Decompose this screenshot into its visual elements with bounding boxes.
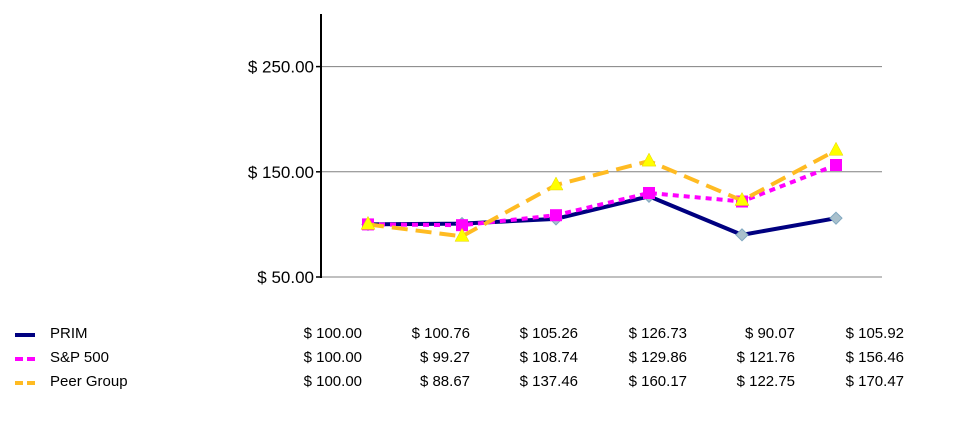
data-point [829,211,843,225]
data-label: $ 100.00 [303,349,362,366]
data-label: $ 121.76 [736,349,795,366]
line-chart: $ 50.00 $ 150.00 $ 250.00 [248,14,882,287]
legend-label: PRIM [50,325,88,342]
data-label: $ 99.27 [419,349,470,366]
series-peer-group [360,141,844,242]
data-label: $ 105.26 [519,325,578,342]
data-label: $ 156.46 [845,349,904,366]
legend-row: Peer Group $ 100.00 $ 88.67 $ 137.46 $ 160.1… [0,370,972,394]
data-label: $ 90.07 [744,325,795,342]
y-axis-ticks: $ 50.00 $ 150.00 $ 250.00 [248,58,321,287]
series-prim [361,189,843,242]
legend-key [15,333,35,337]
data-label: $ 129.86 [628,349,687,366]
series-line [367,163,837,228]
y-tick-label: $ 50.00 [257,268,314,287]
data-label: $ 100.00 [303,373,362,390]
legend-row: PRIM $ 100.00 $ 100.76 $ 105.26 $ 126.73 $ 90… [0,322,972,346]
data-point [641,152,657,167]
legend-key [15,381,35,385]
series-line [367,194,837,237]
data-point [734,191,750,206]
legend-label: Peer Group [50,373,128,390]
series-layer [360,141,844,242]
data-point [643,186,655,199]
data-label: $ 100.76 [411,325,470,342]
data-label: $ 170.47 [845,373,904,390]
data-label: $ 105.92 [845,325,904,342]
data-point [360,215,376,230]
data-label: $ 108.74 [519,349,578,366]
data-point [456,219,468,232]
data-point [548,176,564,191]
data-point [735,228,749,242]
data-point [454,227,470,242]
y-tick-label: $ 150.00 [248,163,314,182]
series-line [367,148,837,239]
data-point [828,141,844,156]
series-s-p-500 [362,159,842,232]
data-label: $ 122.75 [736,373,795,390]
data-point [550,209,562,222]
data-point [830,159,842,172]
legend-key [15,357,35,361]
y-tick-label: $ 250.00 [248,58,314,77]
legend-label: S&P 500 [50,349,109,366]
data-label: $ 88.67 [419,373,470,390]
legend-row: S&P 500 $ 100.00 $ 99.27 $ 108.74 $ 129.86 $ … [0,346,972,370]
data-label: $ 126.73 [628,325,687,342]
data-label: $ 137.46 [519,373,578,390]
data-label: $ 160.17 [628,373,687,390]
data-label: $ 100.00 [303,325,362,342]
